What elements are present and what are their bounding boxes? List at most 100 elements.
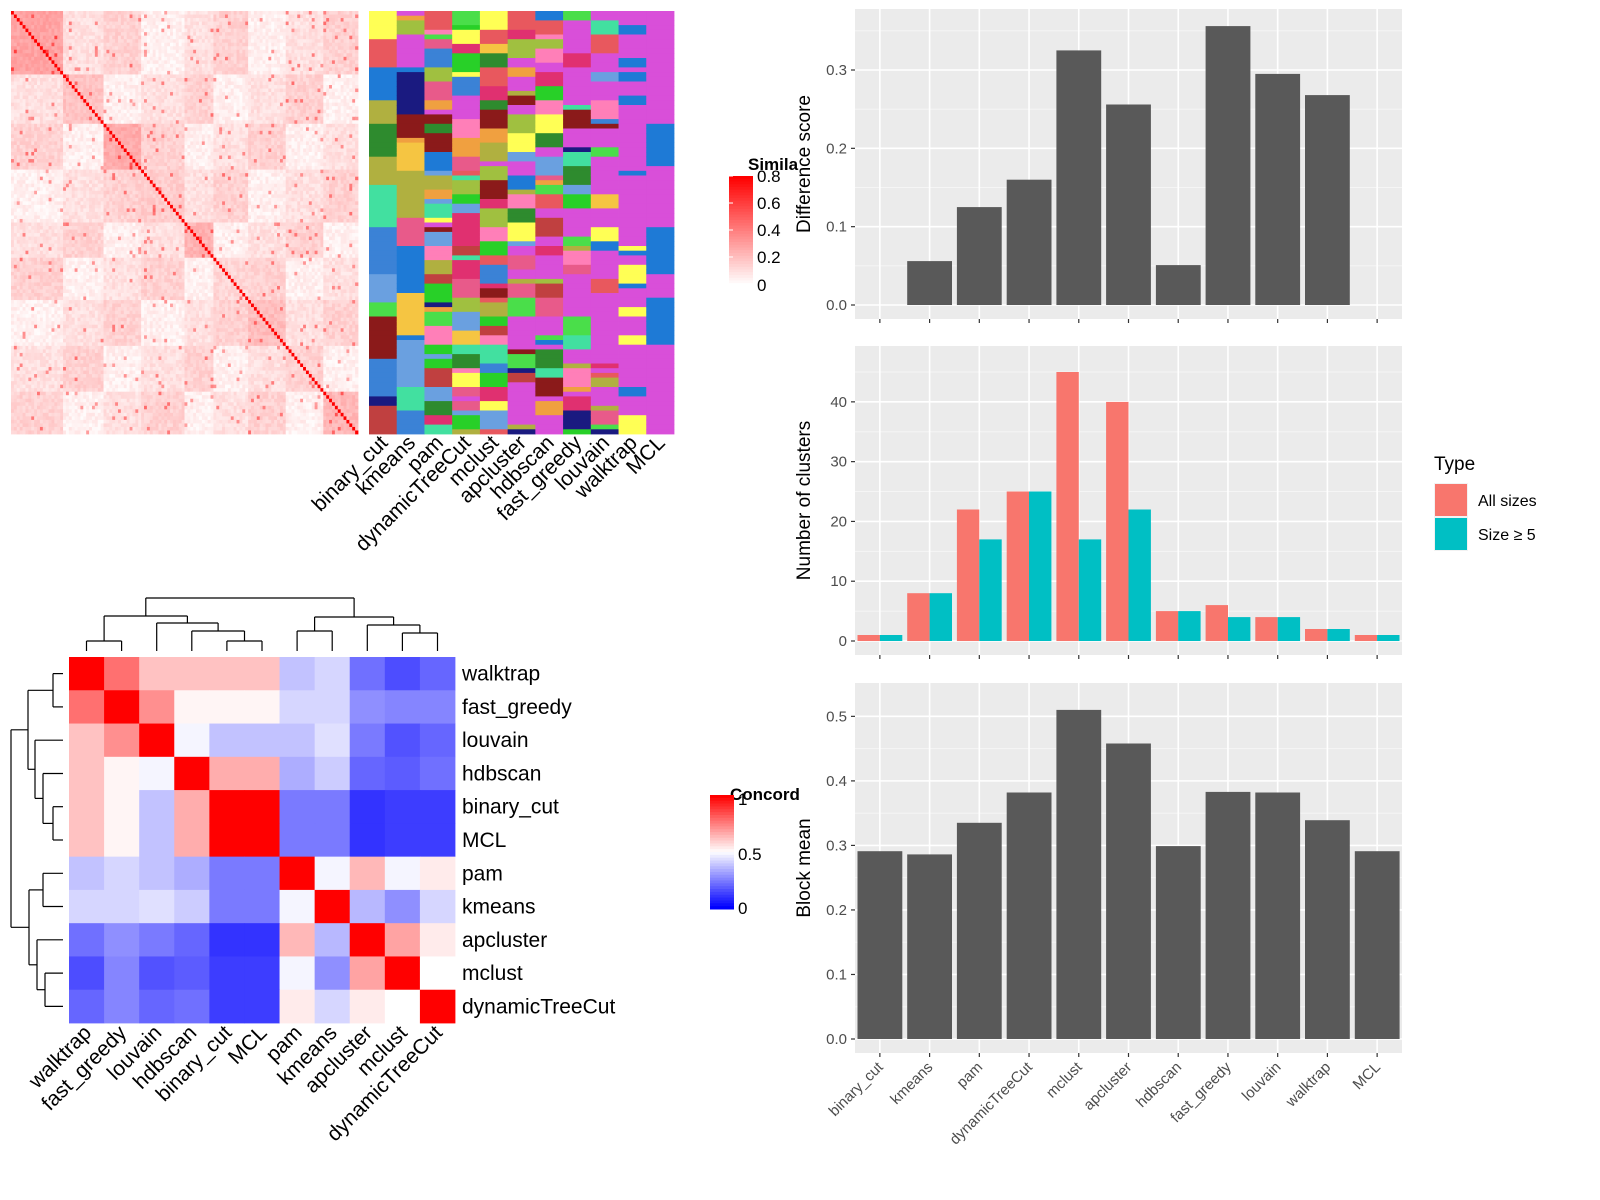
- similarity-cell: [242, 11, 246, 15]
- similarity-cell: [83, 39, 87, 44]
- similarity-cell: [317, 123, 321, 128]
- similarity-cell: [204, 109, 209, 114]
- similarity-cell: [31, 70, 35, 75]
- similarity-cell: [22, 70, 26, 75]
- similarity-cell: [77, 152, 81, 156]
- similarity-cell: [291, 49, 295, 54]
- similarity-cell: [37, 14, 41, 19]
- similarity-cell: [11, 11, 15, 15]
- similarity-cell: [242, 116, 246, 121]
- similarity-cell: [63, 14, 67, 19]
- similarity-cell: [291, 106, 295, 111]
- similarity-cell: [11, 109, 15, 114]
- similarity-cell: [132, 134, 136, 139]
- similarity-cell: [181, 137, 185, 142]
- similarity-cell: [100, 46, 104, 51]
- similarity-cell: [291, 144, 295, 149]
- similarity-cell: [135, 56, 139, 61]
- similarity-cell: [48, 134, 52, 139]
- similarity-cell: [187, 49, 191, 54]
- similarity-cell: [236, 127, 240, 132]
- similarity-cell: [190, 137, 194, 142]
- similarity-cell: [144, 74, 148, 79]
- similarity-cell: [19, 39, 23, 44]
- similarity-cell: [216, 18, 220, 22]
- similarity-cell: [256, 28, 261, 33]
- similarity-cell: [190, 67, 194, 72]
- similarity-cell: [303, 99, 307, 104]
- similarity-cell: [213, 25, 217, 30]
- similarity-cell: [216, 130, 220, 135]
- similarity-cell: [86, 77, 90, 82]
- similarity-cell: [65, 35, 70, 40]
- similarity-cell: [164, 21, 168, 26]
- similarity-cell: [300, 81, 304, 86]
- similarity-cell: [158, 74, 162, 79]
- similarity-cell: [288, 116, 292, 121]
- similarity-cell: [236, 130, 240, 135]
- similarity-cell: [155, 46, 159, 51]
- similarity-cell: [314, 106, 318, 111]
- similarity-cell: [297, 113, 301, 118]
- similarity-cell: [340, 77, 344, 82]
- similarity-cell: [16, 74, 21, 79]
- similarity-cell: [288, 70, 292, 75]
- similarity-cell: [259, 134, 263, 139]
- similarity-cell: [259, 85, 263, 89]
- similarity-cell: [42, 102, 47, 107]
- similarity-cell: [149, 25, 154, 30]
- similarity-cell: [22, 155, 26, 160]
- similarity-cell: [291, 92, 295, 96]
- similarity-cell: [91, 25, 96, 30]
- similarity-cell: [146, 95, 151, 100]
- similarity-cell: [178, 35, 183, 40]
- similarity-cell: [308, 42, 313, 47]
- similarity-cell: [288, 134, 292, 139]
- similarity-cell: [25, 85, 29, 89]
- similarity-cell: [213, 46, 217, 51]
- similarity-cell: [265, 88, 269, 93]
- similarity-cell: [170, 46, 174, 51]
- similarity-cell: [57, 67, 61, 72]
- similarity-cell: [42, 60, 47, 65]
- similarity-cell: [337, 141, 342, 146]
- similarity-cell: [146, 63, 151, 68]
- similarity-cell: [308, 141, 313, 146]
- similarity-cell: [277, 109, 281, 114]
- similarity-cell: [112, 102, 116, 107]
- similarity-cell: [300, 21, 304, 26]
- similarity-cell: [285, 113, 289, 118]
- similarity-cell: [149, 39, 154, 44]
- similarity-cell: [39, 155, 44, 160]
- similarity-cell: [60, 67, 64, 72]
- similarity-cell: [77, 148, 81, 153]
- similarity-cell: [89, 49, 93, 54]
- similarity-cell: [172, 102, 177, 107]
- similarity-cell: [239, 53, 243, 58]
- similarity-cell: [135, 25, 139, 30]
- similarity-cell: [19, 74, 23, 79]
- similarity-cell: [155, 42, 159, 47]
- similarity-cell: [193, 141, 197, 146]
- similarity-cell: [144, 67, 148, 72]
- similarity-cell: [77, 109, 81, 114]
- similarity-cell: [216, 46, 220, 51]
- similarity-cell: [175, 81, 180, 86]
- similarity-cell: [83, 123, 87, 128]
- similarity-cell: [80, 152, 84, 156]
- similarity-cell: [141, 127, 145, 132]
- similarity-cell: [94, 123, 99, 128]
- similarity-cell: [291, 152, 295, 156]
- similarity-cell: [112, 130, 116, 135]
- similarity-cell: [152, 137, 156, 142]
- similarity-cell: [279, 39, 284, 44]
- similarity-cell: [308, 123, 313, 128]
- similarity-cell: [129, 113, 133, 118]
- similarity-cell: [97, 39, 102, 44]
- similarity-cell: [294, 49, 298, 54]
- similarity-cell: [22, 81, 26, 86]
- similarity-cell: [31, 11, 35, 15]
- similarity-cell: [323, 102, 327, 107]
- similarity-cell: [184, 106, 188, 111]
- similarity-cell: [48, 42, 52, 47]
